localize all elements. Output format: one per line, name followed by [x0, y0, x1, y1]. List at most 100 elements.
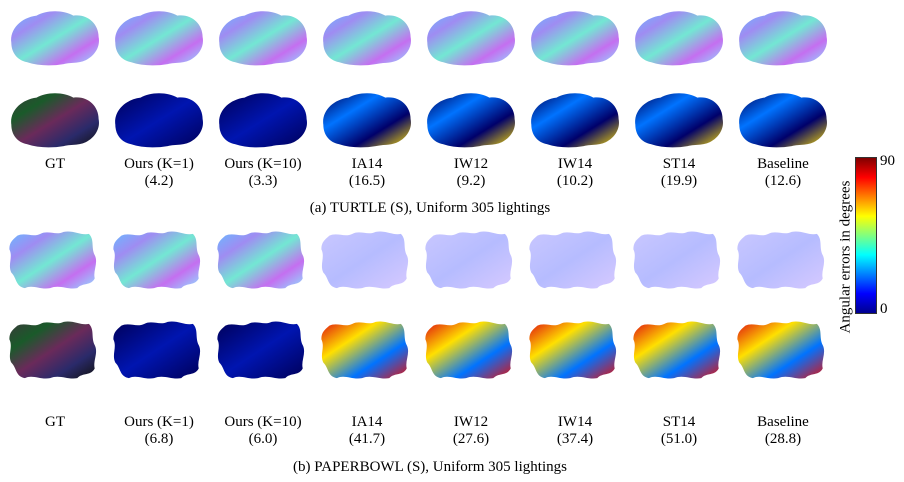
panel-caption-turtle: (a) TURTLE (S), Uniform 305 lightings	[309, 200, 551, 216]
method-label: GT	[3, 414, 107, 431]
mean-error: (27.6)	[452, 431, 490, 447]
method-name: IA14	[351, 156, 383, 172]
normal-map-6	[627, 228, 729, 292]
normal-map-3	[315, 228, 417, 292]
normal-map-4	[419, 228, 521, 292]
error-map-shape	[531, 93, 619, 148]
error-colorbar	[855, 157, 877, 314]
error-map-0	[3, 86, 105, 150]
error-map-shape	[633, 321, 721, 379]
method-label: IW12 (9.2)	[419, 156, 523, 190]
normal-map-5	[523, 228, 625, 292]
normal-map-5	[523, 4, 625, 68]
error-map-shape	[529, 321, 617, 379]
method-name: Baseline	[757, 156, 809, 172]
mean-error: (10.2)	[556, 173, 594, 189]
method-name: IA14	[351, 414, 383, 430]
colorbar-axis-label: Angular errors in degrees	[837, 180, 853, 334]
method-label: Baseline (28.8)	[731, 414, 835, 448]
normal-map-4	[419, 4, 521, 68]
method-label: Ours (K=1) (6.8)	[107, 414, 211, 448]
error-map-6	[627, 318, 729, 382]
mean-error: (9.2)	[456, 173, 486, 189]
method-name: GT	[45, 156, 65, 172]
normal-map-shape	[737, 231, 825, 289]
method-label: Baseline (12.6)	[731, 156, 835, 190]
normal-map-shape	[323, 11, 411, 66]
method-name: ST14	[662, 156, 696, 172]
method-label: IW14 (37.4)	[523, 414, 627, 448]
method-name: Ours (K=10)	[224, 156, 302, 172]
method-name: Ours (K=1)	[124, 156, 194, 172]
normal-map-6	[627, 4, 729, 68]
normal-map-shape	[11, 11, 99, 66]
normal-map-7	[731, 228, 833, 292]
error-map-shape	[115, 93, 203, 148]
method-label: IA14 (41.7)	[315, 414, 419, 448]
normal-map-shape	[427, 11, 515, 66]
method-label: Ours (K=10) (6.0)	[211, 414, 315, 448]
normal-map-shape	[115, 11, 203, 66]
normal-map-shape	[635, 11, 723, 66]
error-map-shape	[217, 321, 305, 379]
mean-error: (3.3)	[248, 173, 278, 189]
mean-error: (12.6)	[764, 173, 802, 189]
error-map-5	[523, 86, 625, 150]
error-map-1	[107, 318, 209, 382]
normal-map-0	[3, 228, 105, 292]
method-name: GT	[45, 414, 65, 430]
error-map-shape	[425, 321, 513, 379]
error-map-1	[107, 86, 209, 150]
method-name: IW12	[453, 414, 489, 430]
method-name: IW14	[557, 156, 593, 172]
method-label: GT	[3, 156, 107, 173]
normal-map-shape	[113, 231, 201, 289]
method-label: IW12 (27.6)	[419, 414, 523, 448]
error-map-5	[523, 318, 625, 382]
mean-error: (19.9)	[660, 173, 698, 189]
error-map-2	[211, 318, 313, 382]
error-map-shape	[635, 93, 723, 148]
method-name: ST14	[662, 414, 696, 430]
normal-map-2	[211, 228, 313, 292]
error-map-shape	[113, 321, 201, 379]
error-map-shape	[9, 321, 97, 379]
method-name: Baseline	[757, 414, 809, 430]
normal-map-shape	[425, 231, 513, 289]
method-name: IW14	[557, 414, 593, 430]
method-name: Ours (K=10)	[224, 414, 302, 430]
mean-error: (16.5)	[348, 173, 386, 189]
mean-error: (37.4)	[556, 431, 594, 447]
normal-map-1	[107, 228, 209, 292]
normal-map-shape	[633, 231, 721, 289]
error-map-3	[315, 318, 417, 382]
colorbar-max-label: 90	[880, 153, 895, 169]
normal-map-shape	[217, 231, 305, 289]
colorbar-axis-label-box: Angular errors in degrees	[836, 157, 855, 357]
method-label: Ours (K=10) (3.3)	[211, 156, 315, 190]
mean-error: (6.8)	[144, 431, 174, 447]
error-map-shape	[321, 321, 409, 379]
error-map-shape	[739, 93, 827, 148]
error-map-shape	[427, 93, 515, 148]
error-map-shape	[219, 93, 307, 148]
method-label: ST14 (51.0)	[627, 414, 731, 448]
error-map-shape	[323, 93, 411, 148]
mean-error: (41.7)	[348, 431, 386, 447]
error-map-0	[3, 318, 105, 382]
normal-map-7	[731, 4, 833, 68]
error-map-7	[731, 86, 833, 150]
panel-caption-paperbowl: (b) PAPERBOWL (S), Uniform 305 lightings	[293, 459, 567, 475]
normal-map-shape	[739, 11, 827, 66]
method-label: IA14 (16.5)	[315, 156, 419, 190]
normal-map-shape	[219, 11, 307, 66]
method-label: Ours (K=1) (4.2)	[107, 156, 211, 190]
method-name: IW12	[453, 156, 489, 172]
mean-error: (6.0)	[248, 431, 278, 447]
method-label: IW14 (10.2)	[523, 156, 627, 190]
error-map-3	[315, 86, 417, 150]
error-map-2	[211, 86, 313, 150]
normal-map-3	[315, 4, 417, 68]
mean-error: (28.8)	[764, 431, 802, 447]
